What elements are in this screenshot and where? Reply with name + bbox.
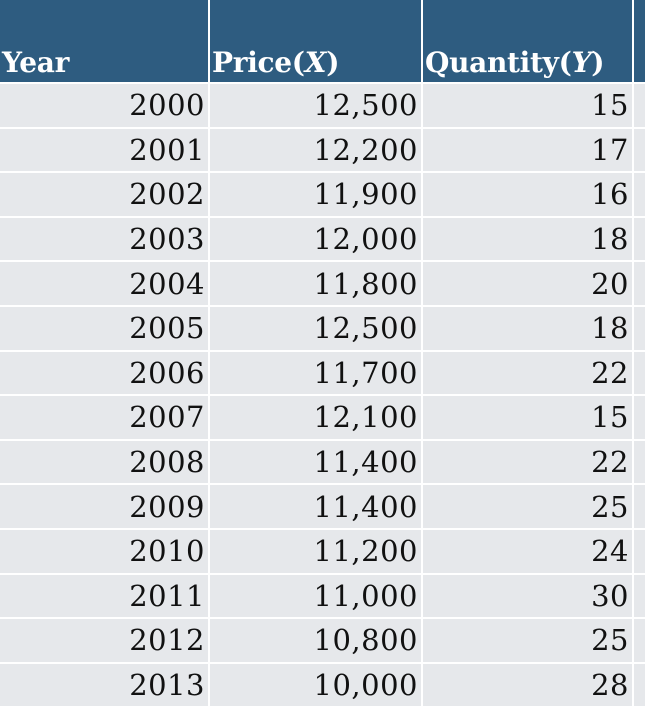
cell-price[interactable]: 12,100 [210,396,423,441]
cell-price[interactable]: 10,000 [210,663,423,709]
cell-year[interactable]: 2006 [0,351,210,397]
cell-year[interactable]: 2003 [0,217,210,263]
cell-year[interactable]: 2013 [0,663,210,709]
cell-empty[interactable] [634,217,647,263]
cell-quantity[interactable]: 22 [423,351,634,397]
header-price[interactable]: Price(X) [210,0,423,84]
cell-empty[interactable] [634,619,647,664]
cell-quantity[interactable]: 30 [423,574,634,620]
cell-year[interactable]: 2011 [0,574,210,620]
cell-empty[interactable] [634,306,647,352]
cell-empty[interactable] [634,128,647,174]
cell-quantity[interactable]: 18 [423,306,634,352]
cell-quantity[interactable]: 25 [423,485,634,530]
cell-price[interactable]: 11,200 [210,529,423,575]
cell-quantity[interactable]: 16 [423,173,634,218]
cell-empty[interactable] [634,396,647,441]
cell-year[interactable]: 2009 [0,485,210,530]
cell-year[interactable]: 2001 [0,128,210,174]
cell-price[interactable]: 11,000 [210,574,423,620]
header-year[interactable]: Year [0,0,210,84]
header-empty[interactable] [634,0,647,84]
cell-year[interactable]: 2000 [0,84,210,129]
cell-quantity[interactable]: 17 [423,128,634,174]
cell-empty[interactable] [634,485,647,530]
cell-price[interactable]: 11,400 [210,440,423,486]
cell-year[interactable]: 2008 [0,440,210,486]
cell-empty[interactable] [634,262,647,307]
header-quantity-suffix: ) [591,46,605,79]
cell-quantity[interactable]: 20 [423,262,634,307]
header-price-suffix: ) [326,46,340,79]
cell-year[interactable]: 2004 [0,262,210,307]
cell-quantity[interactable]: 15 [423,84,634,129]
cell-empty[interactable] [634,529,647,575]
cell-price[interactable]: 11,700 [210,351,423,397]
cell-price[interactable]: 10,800 [210,619,423,664]
cell-empty[interactable] [634,663,647,709]
cell-year[interactable]: 2007 [0,396,210,441]
header-quantity-var: Y [571,46,592,79]
cell-quantity[interactable]: 22 [423,440,634,486]
cell-price[interactable]: 11,900 [210,173,423,218]
cell-year[interactable]: 2012 [0,619,210,664]
cell-quantity[interactable]: 24 [423,529,634,575]
cell-quantity[interactable]: 25 [423,619,634,664]
cell-price[interactable]: 11,800 [210,262,423,307]
cell-price[interactable]: 12,200 [210,128,423,174]
header-year-label: Year [2,46,70,79]
header-price-var: X [304,46,327,79]
header-price-prefix: Price( [212,46,305,79]
cell-year[interactable]: 2002 [0,173,210,218]
cell-empty[interactable] [634,84,647,129]
cell-price[interactable]: 12,500 [210,306,423,352]
cell-year[interactable]: 2005 [0,306,210,352]
cell-empty[interactable] [634,574,647,620]
cell-price[interactable]: 12,500 [210,84,423,129]
header-quantity-prefix: Quantity( [425,46,572,79]
cell-empty[interactable] [634,173,647,218]
cell-quantity[interactable]: 18 [423,217,634,263]
header-quantity[interactable]: Quantity(Y) [423,0,634,84]
cell-quantity[interactable]: 15 [423,396,634,441]
cell-year[interactable]: 2010 [0,529,210,575]
cell-empty[interactable] [634,440,647,486]
cell-quantity[interactable]: 28 [423,663,634,709]
cell-price[interactable]: 12,000 [210,217,423,263]
cell-price[interactable]: 11,400 [210,485,423,530]
cell-empty[interactable] [634,351,647,397]
